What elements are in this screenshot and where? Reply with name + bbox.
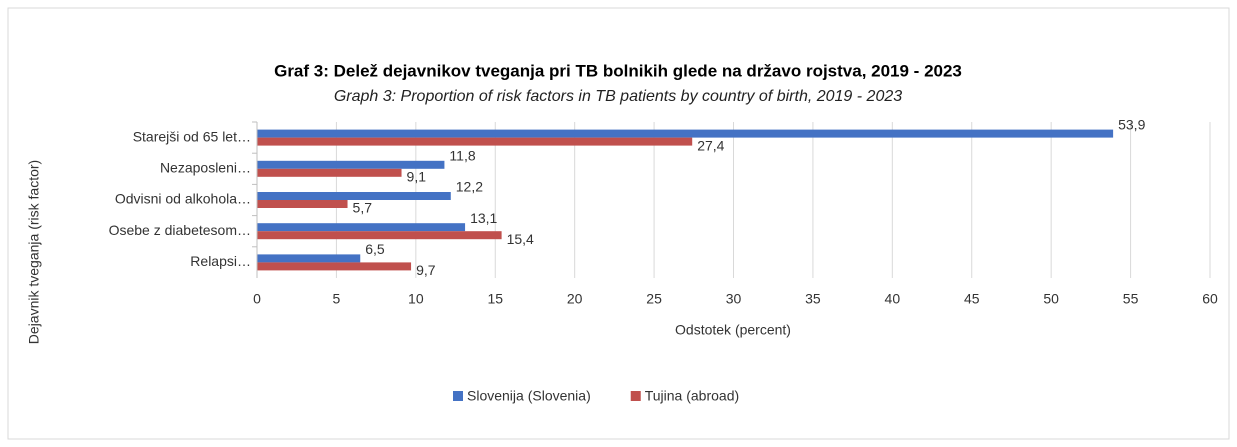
value-label: 9,1 (407, 169, 427, 185)
x-axis-label: Odstotek (percent) (675, 322, 791, 338)
chart-title: Graf 3: Delež dejavnikov tveganja pri TB… (274, 61, 962, 80)
y-axis-label: Dejavnik tveganja (risk factor) (26, 160, 42, 344)
x-tick-label: 50 (1043, 291, 1059, 307)
x-tick-label: 10 (408, 291, 424, 307)
x-tick-label: 0 (253, 291, 261, 307)
bar (257, 129, 1114, 138)
legend-label: Tujina (abroad) (645, 388, 739, 404)
y-tick-label: Osebe z diabetesom… (109, 222, 251, 238)
y-tick-label: Nezaposleni… (160, 160, 251, 176)
value-label: 5,7 (353, 200, 373, 216)
y-tick-label: Odvisni od alkohola… (115, 191, 251, 207)
value-label: 6,5 (365, 241, 385, 257)
chart-subtitle: Graph 3: Proportion of risk factors in T… (334, 88, 902, 105)
x-tick-label: 55 (1123, 291, 1139, 307)
x-tick-label: 20 (567, 291, 583, 307)
value-label: 53,9 (1118, 116, 1145, 132)
bar (257, 168, 402, 177)
legend-swatch (630, 391, 641, 401)
x-tick-label: 5 (333, 291, 341, 307)
x-tick-label: 40 (885, 291, 901, 307)
bar (257, 254, 361, 263)
value-label: 9,7 (416, 262, 436, 278)
x-tick-label: 45 (964, 291, 980, 307)
value-label: 13,1 (470, 210, 497, 226)
x-tick-label: 15 (487, 291, 503, 307)
bar (257, 223, 466, 232)
bar (257, 160, 445, 169)
value-label: 11,8 (449, 148, 475, 164)
x-tick-label: 35 (805, 291, 821, 307)
bar (257, 262, 412, 271)
x-tick-label: 25 (646, 291, 662, 307)
value-label: 27,4 (697, 137, 724, 153)
x-tick-label: 60 (1202, 291, 1218, 307)
x-tick-label: 30 (726, 291, 742, 307)
bar (257, 200, 348, 208)
legend-label: Slovenija (Slovenia) (467, 388, 591, 404)
legend-swatch (453, 391, 463, 401)
chart-frame (7, 7, 1230, 440)
bar (257, 231, 502, 240)
value-label: 15,4 (507, 231, 534, 247)
y-tick-label: Relapsi… (190, 253, 251, 269)
bar (257, 192, 451, 200)
y-tick-label: Starejši od 65 let… (133, 128, 251, 144)
bar (257, 137, 693, 146)
value-label: 12,2 (456, 179, 483, 195)
